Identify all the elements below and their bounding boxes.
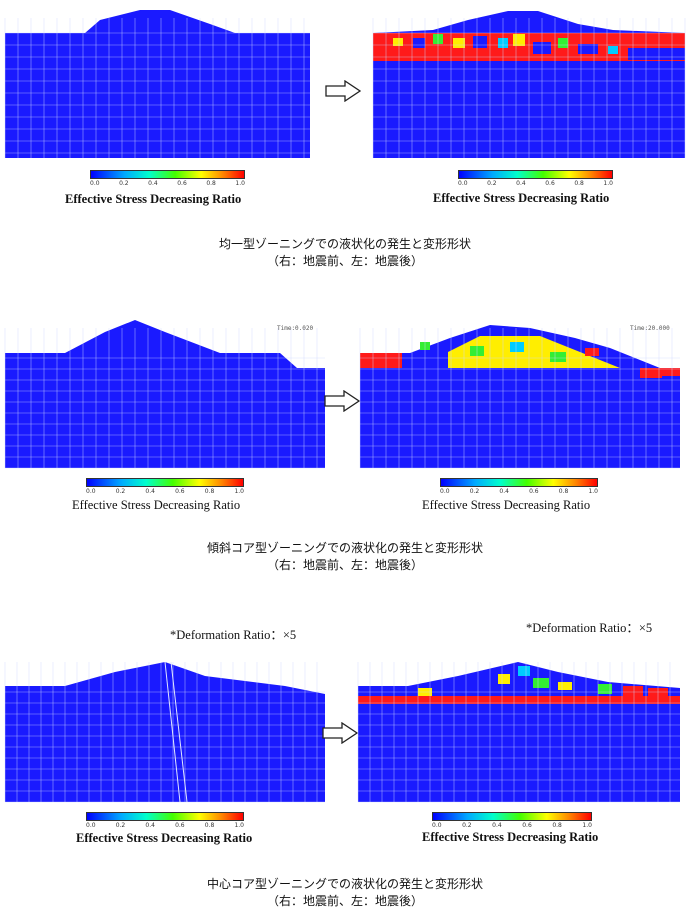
colorbar-left-3: 0.0 0.2 0.4 0.6 0.8 1.0 [86, 812, 244, 829]
colorbar-tick: 0.8 [552, 822, 562, 829]
colorbar-left-1: 0.0 0.2 0.4 0.6 0.8 1.0 [90, 170, 245, 187]
legend-label: Effective Stress Decreasing Ratio [433, 191, 610, 205]
colorbar-tick: 0.6 [175, 822, 185, 829]
colorbar-gradient [458, 170, 613, 179]
colorbar-tick: 0.2 [115, 822, 126, 829]
colorbar-tick: 0.0 [432, 822, 442, 829]
colorbar-tick: 0.2 [469, 488, 480, 495]
figure-caption: 中心コア型ゾーニングでの液状化の発生と変形形状 （右：地震前、左：地震後） [0, 876, 690, 910]
colorbar-tick: 0.6 [177, 180, 187, 187]
colorbar-tick: 0.4 [516, 180, 526, 187]
mesh-after-central-core [357, 652, 680, 803]
timer-label: Time:20.000 [630, 325, 670, 332]
caption-note: （右：地震前、左：地震後） [266, 894, 423, 908]
arrow-right-icon [322, 721, 359, 748]
colorbar-tick: 0.4 [145, 822, 155, 829]
colorbar-gradient [440, 478, 598, 487]
colorbar-gradient [90, 170, 245, 179]
figure-caption: 均一型ゾーニングでの液状化の発生と変形形状 （右：地震前、左：地震後） [0, 236, 690, 270]
mesh-after-uniform [372, 8, 686, 158]
colorbar-tick: 0.4 [499, 488, 509, 495]
colorbar-tick: 0.6 [175, 488, 185, 495]
colorbar-tick: 0.2 [119, 180, 129, 187]
colorbar-tick: 0.2 [462, 822, 472, 829]
colorbar-tick: 0.4 [145, 488, 155, 495]
colorbar-right-3: 0.0 0.2 0.4 0.6 0.8 1.0 [432, 812, 592, 829]
colorbar-tick: 0.8 [574, 180, 584, 187]
colorbar-tick: 0.0 [86, 488, 96, 495]
colorbar-tick: 0.0 [458, 180, 468, 187]
caption-title: 中心コア型ゾーニングでの液状化の発生と変形形状 [206, 877, 483, 891]
colorbar-left-2: 0.0 0.2 0.4 0.6 0.8 1.0 [86, 478, 244, 495]
colorbar-tick: 0.6 [522, 822, 532, 829]
legend-label: Effective Stress Decreasing Ratio [72, 498, 241, 512]
legend-label: Effective Stress Decreasing Ratio [422, 498, 591, 512]
colorbar-tick: 1.0 [234, 822, 244, 829]
colorbar-tick: 0.0 [440, 488, 450, 495]
deformation-ratio-label: *Deformation Ratio：×5 [526, 621, 653, 635]
arrow-right-icon [325, 79, 362, 106]
colorbar-gradient [86, 478, 244, 487]
mesh-before-central-core [4, 652, 325, 803]
caption-note: （右：地震前、左：地震後） [266, 254, 423, 268]
mesh-after-inclined-core: Time:20.000 [359, 318, 685, 469]
legend-label: Effective Stress Decreasing Ratio [422, 830, 599, 844]
colorbar-tick: 0.6 [545, 180, 555, 187]
timer-label: Time:0.020 [277, 325, 314, 332]
colorbar-tick: 0.4 [148, 180, 158, 187]
colorbar-tick: 0.8 [206, 180, 216, 187]
arrow-right-icon [324, 389, 361, 416]
colorbar-tick: 0.8 [204, 488, 215, 495]
colorbar-right-1: 0.0 0.2 0.4 0.6 0.8 1.0 [458, 170, 613, 187]
mesh-before-inclined-core: Time:0.020 [4, 318, 330, 469]
colorbar-tick: 1.0 [603, 180, 613, 187]
colorbar-tick: 0.0 [86, 822, 96, 829]
colorbar-tick: 0.2 [487, 180, 497, 187]
mesh-before-uniform [4, 8, 310, 158]
colorbar-gradient [86, 812, 244, 821]
caption-title: 傾斜コア型ゾーニングでの液状化の発生と変形形状 [206, 541, 483, 555]
legend-label: Effective Stress Decreasing Ratio [65, 192, 242, 206]
colorbar-tick: 0.0 [90, 180, 100, 187]
legend-label: Effective Stress Decreasing Ratio [76, 831, 253, 845]
deformation-ratio-label: *Deformation Ratio：×5 [170, 628, 297, 642]
colorbar-tick: 0.8 [558, 488, 569, 495]
figure-caption: 傾斜コア型ゾーニングでの液状化の発生と変形形状 （右：地震前、左：地震後） [0, 540, 690, 574]
colorbar-right-2: 0.0 0.2 0.4 0.6 0.8 1.0 [440, 478, 598, 495]
colorbar-tick: 1.0 [234, 488, 244, 495]
colorbar-tick: 0.2 [115, 488, 126, 495]
colorbar-tick: 0.8 [204, 822, 215, 829]
colorbar-gradient [432, 812, 592, 821]
colorbar-tick: 0.4 [492, 822, 502, 829]
colorbar-tick: 1.0 [235, 180, 245, 187]
colorbar-tick: 1.0 [582, 822, 592, 829]
colorbar-tick: 0.6 [529, 488, 539, 495]
caption-note: （右：地震前、左：地震後） [266, 558, 423, 572]
caption-title: 均一型ゾーニングでの液状化の発生と変形形状 [218, 237, 471, 251]
colorbar-tick: 1.0 [588, 488, 598, 495]
